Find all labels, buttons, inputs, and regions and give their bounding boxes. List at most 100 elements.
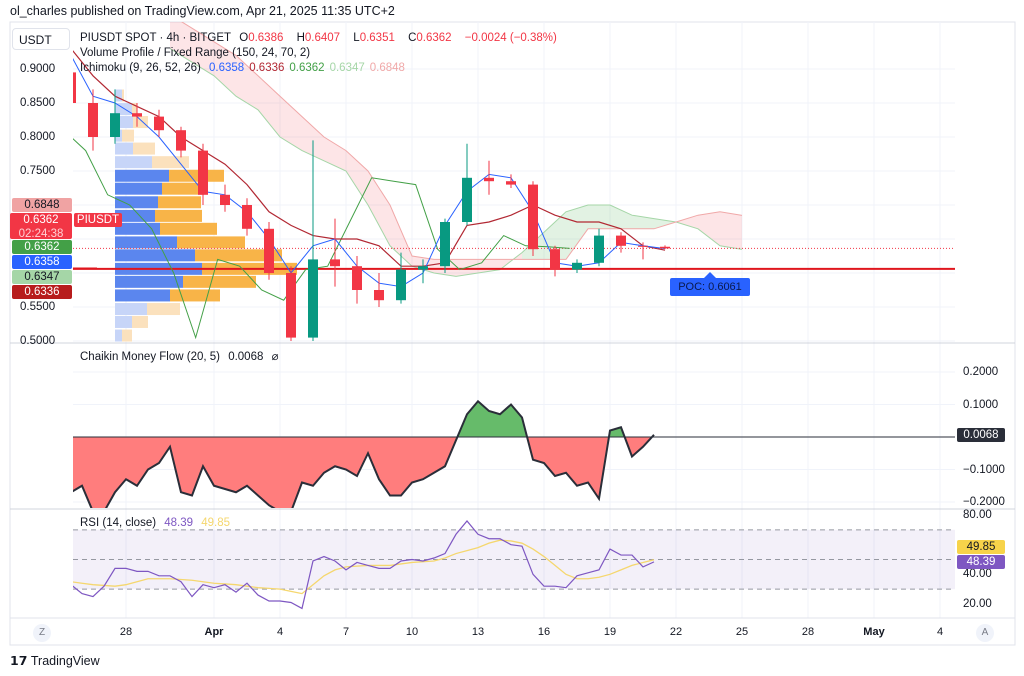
ichimoku-cloud bbox=[346, 150, 368, 205]
ichimoku-span-b bbox=[181, 22, 743, 260]
candle-body bbox=[176, 130, 186, 151]
ichimoku-cloud bbox=[566, 205, 588, 260]
cmf-tick-label: 0.2000 bbox=[963, 366, 999, 378]
symbol-name: PIUSDT SPOT · 4h · BITGET bbox=[80, 32, 232, 44]
price-tick-label: 0.7500 bbox=[20, 165, 56, 177]
rsi-tick-label: 80.00 bbox=[963, 509, 992, 521]
rsi-pane[interactable] bbox=[71, 519, 955, 610]
ichimoku-cloud bbox=[258, 75, 280, 137]
volume-profile-down-bar bbox=[160, 222, 217, 235]
hidden-values-icon[interactable]: ⌀ bbox=[271, 351, 279, 363]
time-tick-label: 28 bbox=[119, 626, 133, 638]
candle-body bbox=[352, 266, 362, 290]
symbol-legend[interactable]: PIUSDT SPOT · 4h · BITGET O0.6386 H0.640… bbox=[80, 31, 562, 45]
time-tick-label: 25 bbox=[735, 626, 749, 638]
time-tick-label: 10 bbox=[405, 626, 419, 638]
rsi-ma-value: 49.85 bbox=[201, 517, 231, 529]
volume-profile-down-bar bbox=[155, 209, 202, 222]
open-value: 0.6386 bbox=[248, 32, 284, 44]
cmf-current-badge: 0.0068 bbox=[957, 428, 1005, 442]
close-value: 0.6362 bbox=[416, 32, 452, 44]
rsi-tick-label: 40.00 bbox=[963, 568, 992, 581]
tradingview-logo-icon: 𝟭𝟳 bbox=[10, 654, 31, 668]
rsi-tick-label: 20.00 bbox=[963, 597, 992, 610]
candle-body bbox=[88, 103, 98, 137]
tenkan-badge: 0.6358 bbox=[12, 255, 72, 269]
high-label: H bbox=[296, 32, 305, 44]
candle-body bbox=[396, 269, 406, 301]
volume-profile-down-bar bbox=[133, 142, 155, 155]
low-label: L bbox=[353, 32, 360, 44]
candle-body bbox=[440, 222, 450, 267]
time-tick-label: 13 bbox=[471, 626, 485, 638]
cmf-tick-label: −0.1000 bbox=[963, 463, 1005, 476]
ichimoku-cloud bbox=[302, 116, 324, 161]
bar-countdown: 02:24:38 bbox=[18, 228, 64, 240]
cmf-negative-area bbox=[73, 437, 654, 508]
volume-profile-down-bar bbox=[162, 182, 204, 195]
volume-profile-down-bar bbox=[147, 303, 180, 316]
rsi-legend[interactable]: RSI (14, close) 48.39 49.85 bbox=[80, 516, 235, 530]
volume-profile-down-bar bbox=[133, 116, 148, 129]
ichimoku-value: 0.6362 bbox=[289, 62, 325, 74]
ichimoku-chikou-line bbox=[73, 138, 570, 340]
price-tick-label: 0.9000 bbox=[20, 63, 56, 75]
volume-profile-up-bar bbox=[115, 169, 169, 182]
volume-profile-up-bar bbox=[115, 142, 133, 155]
cmf-positive-area bbox=[73, 401, 654, 437]
currency-button[interactable]: USDT bbox=[12, 28, 70, 50]
candle-body bbox=[660, 246, 670, 249]
volume-profile-down-bar bbox=[122, 329, 132, 342]
open-label: O bbox=[239, 32, 249, 44]
tradingview-logo[interactable]: 𝟭𝟳 TradingView bbox=[10, 654, 100, 668]
ichimoku-value: 0.6336 bbox=[249, 62, 285, 74]
close-label: C bbox=[408, 32, 417, 44]
ichimoku-cloud bbox=[192, 28, 214, 76]
cmf-tick-label: 0.1000 bbox=[963, 398, 999, 411]
ichimoku-cloud bbox=[280, 96, 302, 151]
candle-body bbox=[154, 116, 164, 131]
auto-scale-button[interactable]: A bbox=[976, 624, 994, 642]
cmf-legend[interactable]: Chaikin Money Flow (20, 5) 0.0068 ⌀ bbox=[80, 350, 284, 364]
volume-profile-down-bar bbox=[158, 196, 201, 209]
ichimoku-value: 0.6848 bbox=[369, 62, 405, 74]
rsi-value: 48.39 bbox=[164, 517, 194, 529]
candle-body bbox=[264, 228, 274, 273]
span-b-badge: 0.6848 bbox=[12, 198, 72, 212]
candle-body bbox=[550, 249, 560, 270]
time-tick-label: 19 bbox=[603, 626, 617, 638]
candle-body bbox=[506, 181, 516, 185]
timezone-button[interactable]: Z bbox=[33, 624, 51, 642]
chikou-badge: 0.6362 bbox=[12, 240, 72, 254]
ichimoku-cloud bbox=[610, 205, 632, 229]
ichimoku-cloud bbox=[236, 55, 258, 110]
publish-info: ol_charles published on TradingView.com,… bbox=[10, 4, 395, 18]
span-a-badge: 0.6347 bbox=[12, 270, 72, 284]
volume-profile-down-bar bbox=[152, 156, 189, 169]
volume-profile-down-bar bbox=[122, 89, 124, 102]
candle-body bbox=[462, 177, 472, 222]
price-pane[interactable] bbox=[0, 15, 955, 342]
candle-body bbox=[308, 259, 318, 338]
cmf-pane[interactable] bbox=[71, 399, 955, 512]
ichimoku-value: 0.6347 bbox=[329, 62, 365, 74]
candle-body bbox=[528, 184, 538, 250]
rsi-badge: 48.39 bbox=[957, 555, 1005, 569]
cmf-negative-fill bbox=[73, 437, 654, 508]
ichimoku-value: 0.6358 bbox=[209, 62, 245, 74]
rsi-label: RSI (14, close) bbox=[80, 517, 157, 529]
volume-profile-up-bar bbox=[115, 329, 122, 342]
volume-profile-up-bar bbox=[115, 315, 132, 328]
rsi-ma-badge: 49.85 bbox=[957, 540, 1005, 554]
ichimoku-cloud bbox=[170, 22, 192, 63]
volume-profile-up-bar bbox=[115, 275, 183, 288]
volume-profile-down-bar bbox=[132, 103, 137, 116]
kijun-badge: 0.6336 bbox=[12, 285, 72, 299]
ichimoku-legend[interactable]: Ichimoku (9, 26, 52, 26) 0.6358 0.6336 0.6… bbox=[80, 61, 415, 75]
ichimoku-cloud bbox=[588, 205, 610, 229]
cmf-line-group bbox=[73, 399, 655, 508]
poc-label: POC: 0.6061 bbox=[670, 272, 750, 296]
time-tick-label: Apr bbox=[204, 626, 224, 638]
volume-profile-legend[interactable]: Volume Profile / Fixed Range (150, 24, 7… bbox=[80, 47, 311, 59]
